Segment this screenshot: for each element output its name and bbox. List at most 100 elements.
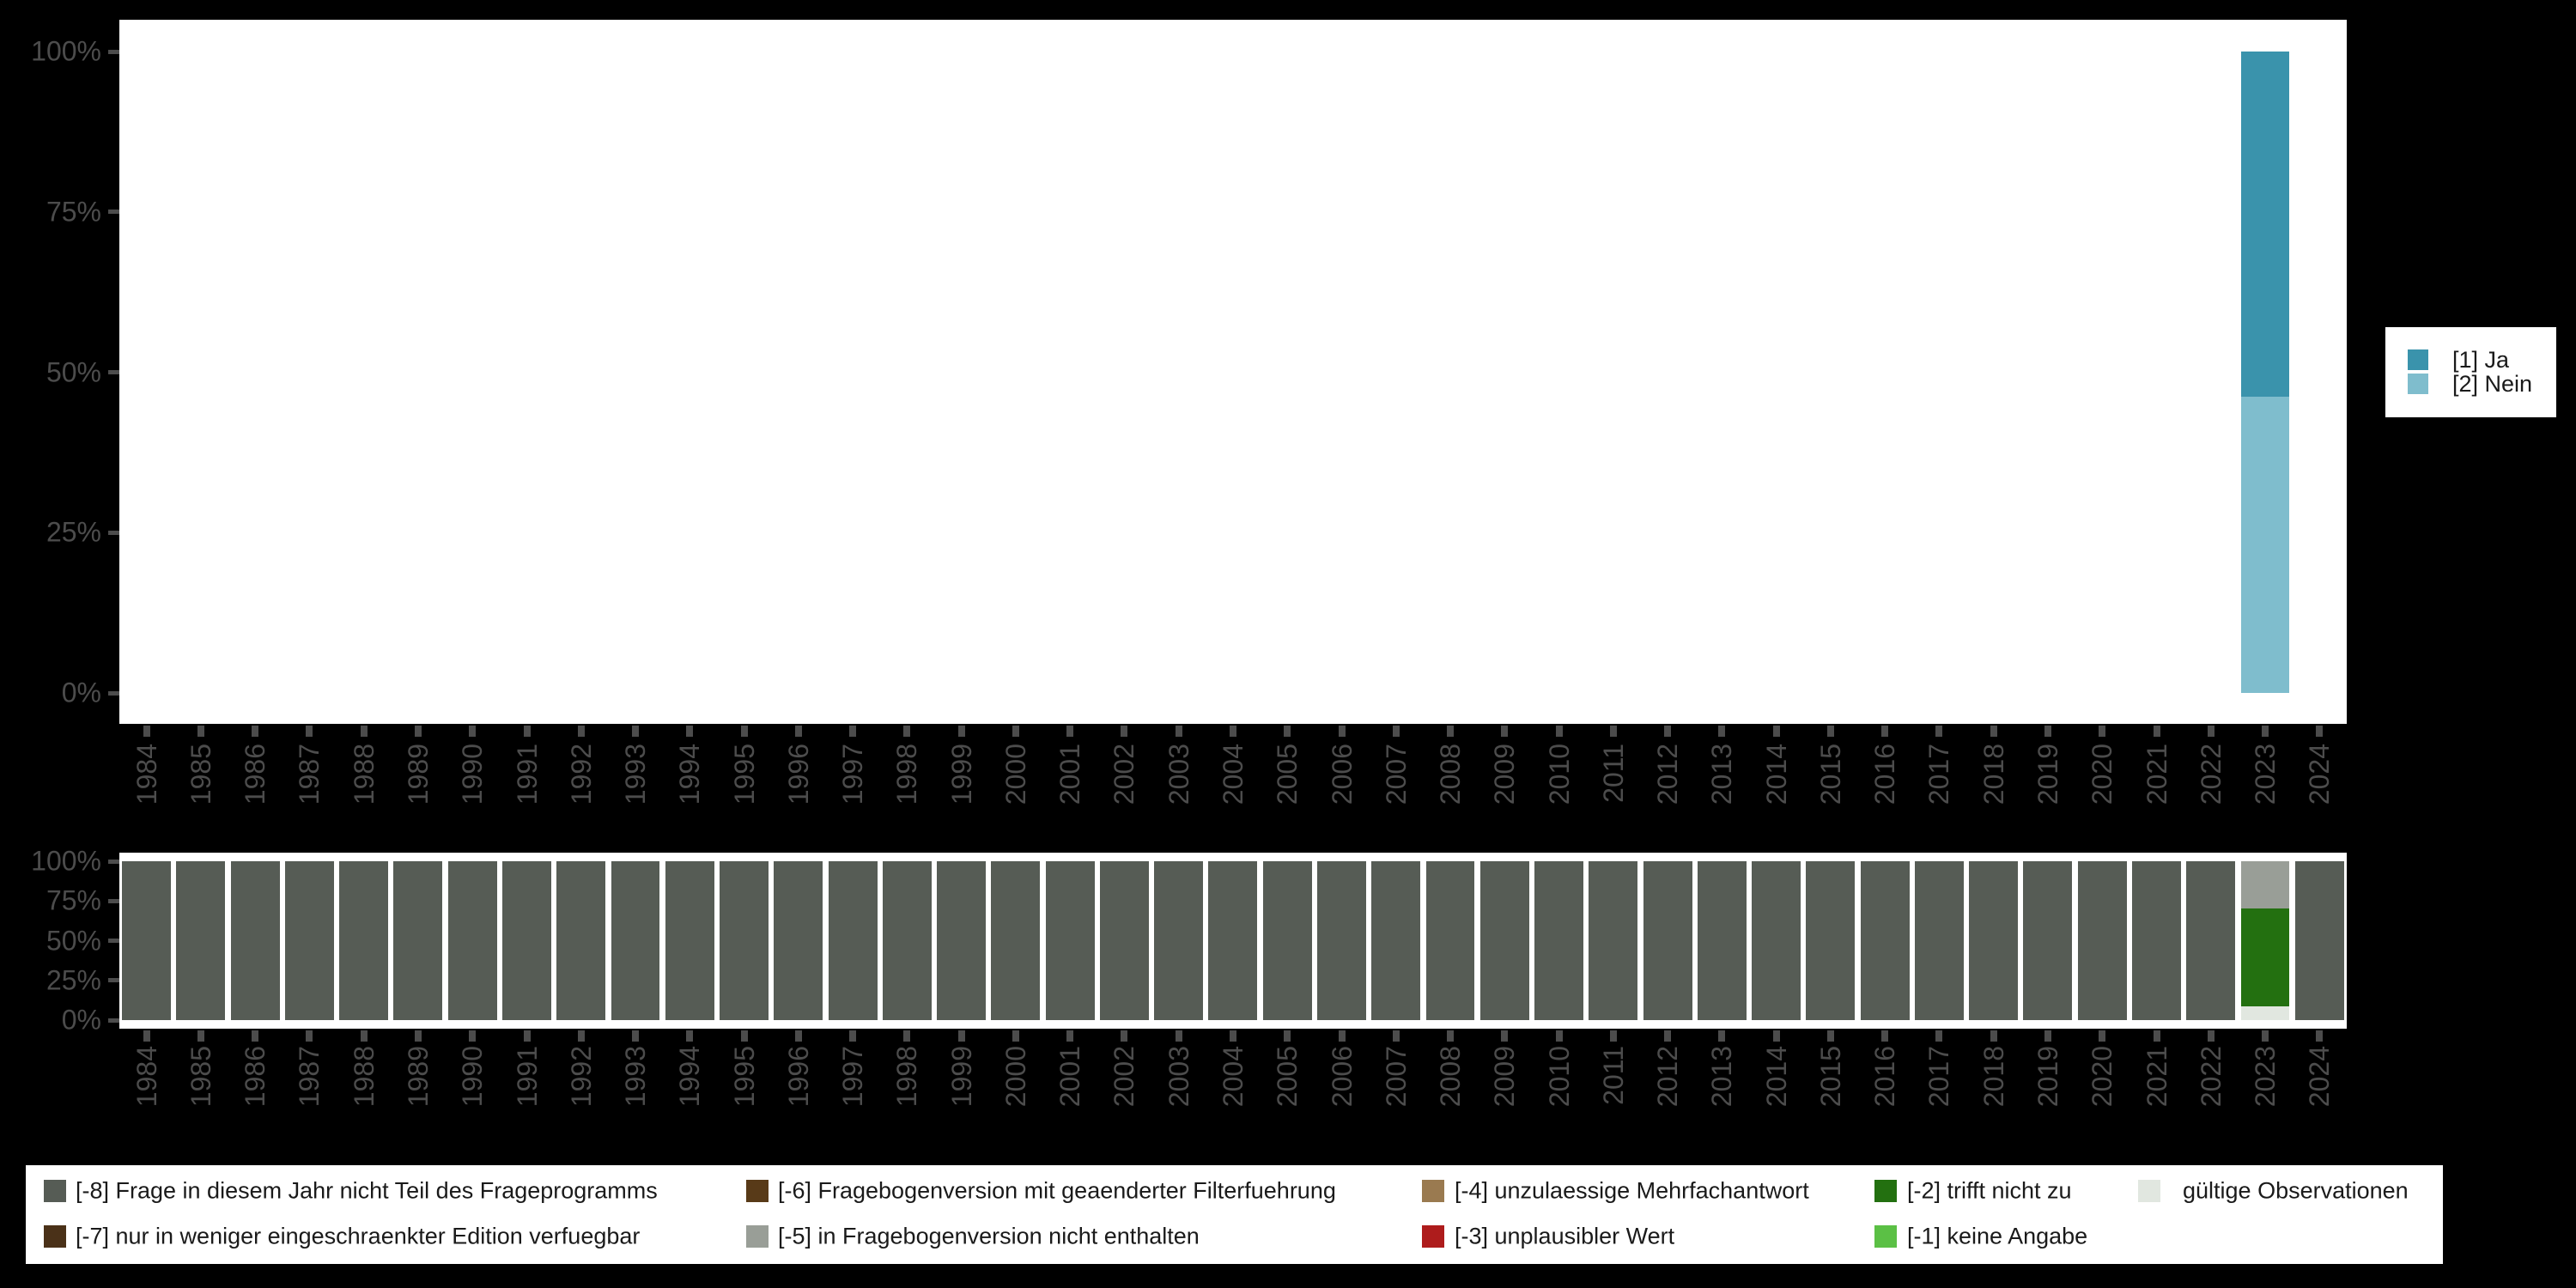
x-axis-tick-2021 <box>2153 726 2160 737</box>
x-axis-label-2001: 2001 <box>1054 744 1086 805</box>
y-axis-label: 50% <box>46 924 101 956</box>
x-axis-tick-2015 <box>1826 1030 1834 1042</box>
bar-2023 <box>2240 861 2290 1020</box>
bar-segment-m8-2014 <box>1752 861 1801 1020</box>
x-axis-tick-1998 <box>903 1030 911 1042</box>
x-axis-label-1985: 1985 <box>185 1046 216 1108</box>
legend-missings-swatch-1-icon <box>44 1225 66 1248</box>
bar-2018 <box>1969 861 2019 1020</box>
bar-1999 <box>937 52 986 693</box>
bar-2007 <box>1371 52 1420 693</box>
bar-2004 <box>1208 52 1257 693</box>
bar-slot-2013 <box>1695 52 1749 693</box>
bar-segment-ja-2023 <box>2240 52 2290 397</box>
bar-segment-m8-1992 <box>556 861 606 1020</box>
x-axis-label-2016: 2016 <box>1869 744 1901 805</box>
bar-segment-m5-2023 <box>2240 861 2290 908</box>
bar-slot-2019 <box>2020 52 2075 693</box>
x-axis-label-1984: 1984 <box>131 744 162 805</box>
legend-values: [1] Ja [2] Nein <box>2385 327 2556 417</box>
x-axis-tick-2011 <box>1609 726 1617 737</box>
x-axis-label-2013: 2013 <box>1706 744 1738 805</box>
legend-missings-label-3: [-5] in Fragebogenversion nicht enthalte… <box>778 1223 1200 1249</box>
x-axis-tick-2012 <box>1664 726 1672 737</box>
legend-missings-label-0: [-8] Frage in diesem Jahr nicht Teil des… <box>76 1177 658 1204</box>
bar-2003 <box>1154 861 1204 1020</box>
bar-2021 <box>2132 52 2181 693</box>
bar-2005 <box>1262 861 1312 1020</box>
bar-2000 <box>991 52 1040 693</box>
x-axis-label-1987: 1987 <box>294 744 325 805</box>
bar-1997 <box>828 861 878 1020</box>
x-axis-label-1989: 1989 <box>402 1046 434 1108</box>
bar-segment-m2-2023 <box>2240 908 2290 1007</box>
x-axis-tick-1986 <box>252 726 259 737</box>
bar-1997 <box>829 52 878 693</box>
x-axis-tick-1984 <box>143 1030 150 1042</box>
x-axis-tick-2022 <box>2207 726 2215 737</box>
bar-slot-2021 <box>2129 52 2184 693</box>
bar-slot-1990 <box>446 52 500 693</box>
legend-item-ja: [1] Ja <box>2408 348 2556 371</box>
bar-slot-2002 <box>1097 861 1151 1020</box>
y-axis-tick <box>108 1018 119 1023</box>
bar-slot-2002 <box>1097 52 1151 693</box>
x-axis-label-1992: 1992 <box>565 744 597 805</box>
x-axis-tick-2014 <box>1772 1030 1780 1042</box>
x-axis-label-2005: 2005 <box>1272 1046 1303 1108</box>
x-axis-label-1994: 1994 <box>674 744 706 805</box>
bar-segment-m8-2015 <box>1806 861 1856 1020</box>
bar-slot-2008 <box>1423 861 1477 1020</box>
x-axis-label-2010: 2010 <box>1543 744 1575 805</box>
bar-segment-nein-2023 <box>2240 396 2290 693</box>
bar-2023 <box>2240 52 2290 693</box>
bar-segment-m8-2013 <box>1697 861 1747 1020</box>
x-axis-label-1993: 1993 <box>620 1046 652 1108</box>
x-axis-tick-1996 <box>794 1030 802 1042</box>
bar-1992 <box>556 52 605 693</box>
bar-segment-m8-1989 <box>393 861 443 1020</box>
x-axis-label-2022: 2022 <box>2195 1046 2227 1108</box>
x-axis-label-1999: 1999 <box>945 1046 977 1108</box>
bar-slot-1985 <box>173 52 228 693</box>
bar-slot-1988 <box>337 861 391 1020</box>
bar-2020 <box>2078 52 2127 693</box>
bar-slot-2001 <box>1043 52 1097 693</box>
bar-slot-1999 <box>934 861 988 1020</box>
bar-slot-2015 <box>1803 861 1857 1020</box>
bar-segment-m8-2004 <box>1208 861 1258 1020</box>
x-axis-label-1996: 1996 <box>782 1046 814 1108</box>
bar-segment-m8-1990 <box>447 861 497 1020</box>
bar-slot-1995 <box>717 861 771 1020</box>
bar-slot-2024 <box>2293 861 2347 1020</box>
x-axis-label-1985: 1985 <box>185 744 216 805</box>
x-axis-label-2023: 2023 <box>2250 744 2281 805</box>
y-axis-label: 50% <box>46 355 101 387</box>
bar-slot-2000 <box>988 861 1042 1020</box>
x-axis-tick-2024 <box>2316 1030 2324 1042</box>
bar-slot-1993 <box>608 861 662 1020</box>
bar-slot-1994 <box>663 52 717 693</box>
x-axis-tick-2005 <box>1284 1030 1291 1042</box>
x-axis-label-2001: 2001 <box>1054 1046 1086 1108</box>
legend-missings-swatch-8-icon <box>2138 1180 2160 1202</box>
x-axis-label-2021: 2021 <box>2141 1046 2172 1108</box>
x-axis-label-1988: 1988 <box>348 744 380 805</box>
bar-segment-m8-2008 <box>1425 861 1475 1020</box>
x-axis-label-1998: 1998 <box>891 744 923 805</box>
x-axis-tick-2014 <box>1772 726 1780 737</box>
bar-segment-m8-1998 <box>882 861 932 1020</box>
bar-2019 <box>2023 861 2073 1020</box>
bar-2017 <box>1915 52 1964 693</box>
x-axis-label-2012: 2012 <box>1652 1046 1684 1108</box>
bar-2012 <box>1643 52 1692 693</box>
y-axis-label: 0% <box>61 677 101 708</box>
x-axis-tick-1989 <box>414 1030 422 1042</box>
x-axis-label-2000: 2000 <box>999 1046 1031 1108</box>
x-axis-tick-2000 <box>1012 726 1019 737</box>
bar-2001 <box>1045 861 1095 1020</box>
x-axis-label-2017: 2017 <box>1923 1046 1955 1108</box>
x-axis-label-2007: 2007 <box>1380 744 1412 805</box>
bar-segment-m8-2005 <box>1262 861 1312 1020</box>
bar-2010 <box>1534 52 1583 693</box>
